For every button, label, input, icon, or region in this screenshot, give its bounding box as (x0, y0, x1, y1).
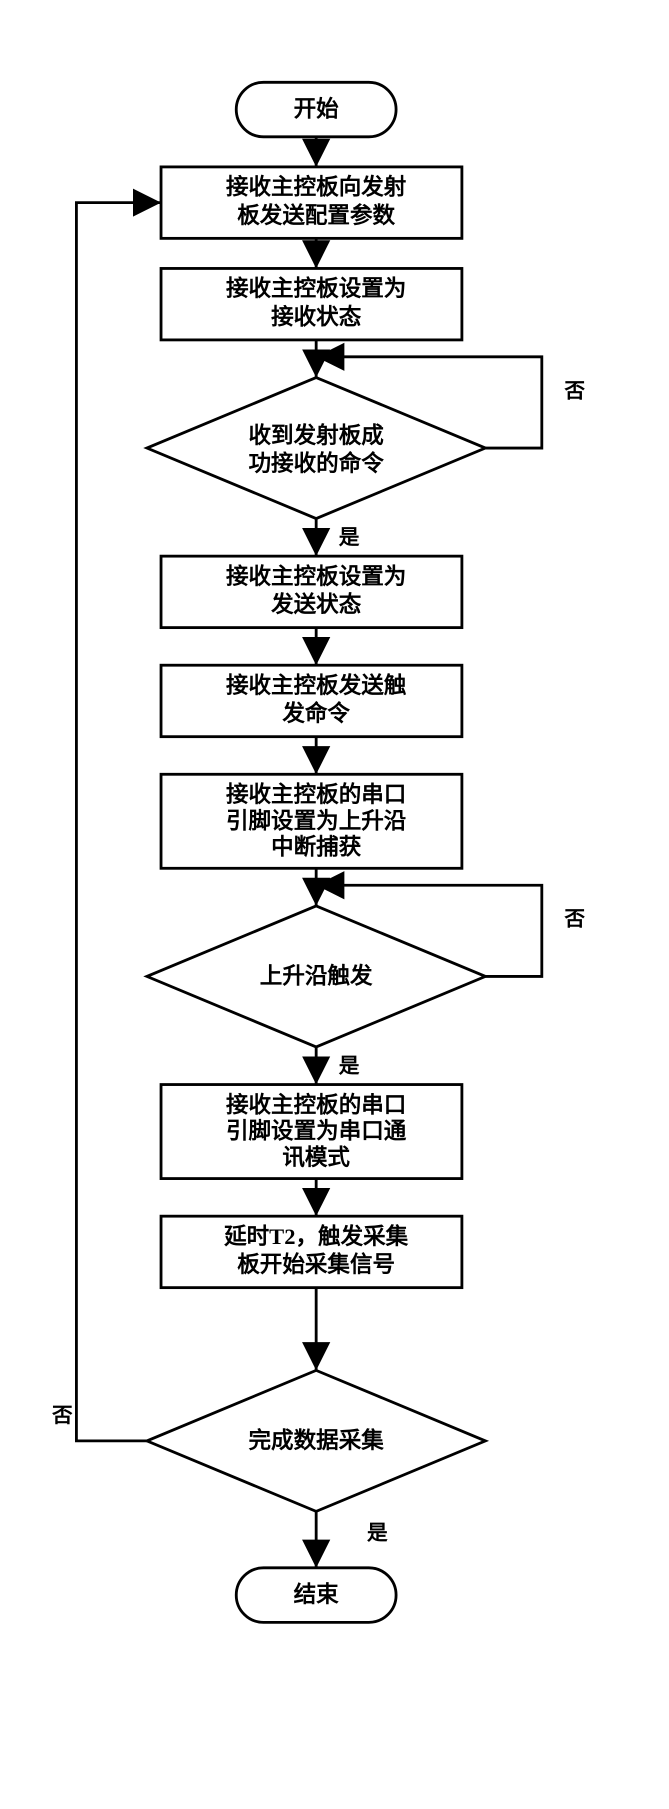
node-n2: 接收主控板设置为 接收状态 (161, 268, 462, 339)
label-d3-yes: 是 (367, 1522, 388, 1545)
flowchart-canvas: 开始 接收主控板向发射 板发送配置参数 接收主控板设置为 接收状态 收到发射板成… (20, 20, 649, 1789)
svg-text:功接收的命令: 功接收的命令 (249, 450, 385, 476)
svg-text:发命令: 发命令 (281, 700, 350, 726)
node-n5: 接收主控板的串口 引脚设置为上升沿 中断捕获 (161, 774, 462, 868)
node-end: 结束 (236, 1568, 396, 1623)
svg-text:接收状态: 接收状态 (271, 303, 362, 329)
label-d2-yes: 是 (339, 1054, 360, 1077)
node-d3: 完成数据采集 (147, 1370, 485, 1511)
node-n6: 接收主控板的串口 引脚设置为串口通 讯模式 (161, 1085, 462, 1179)
node-d1: 收到发射板成 功接收的命令 (147, 378, 485, 519)
label-d2-no: 否 (563, 909, 585, 931)
svg-text:收到发射板成: 收到发射板成 (249, 422, 385, 448)
node-n3: 接收主控板设置为 发送状态 (161, 556, 462, 627)
svg-text:中断捕获: 中断捕获 (271, 834, 362, 860)
svg-text:板发送配置参数: 板发送配置参数 (237, 202, 395, 228)
node-n1: 接收主控板向发射 板发送配置参数 (161, 167, 462, 238)
svg-text:接收主控板设置为: 接收主控板设置为 (226, 563, 406, 589)
svg-text:上升沿触发: 上升沿触发 (260, 962, 373, 988)
svg-text:完成数据采集: 完成数据采集 (249, 1427, 385, 1453)
node-d2: 上升沿触发 (147, 906, 485, 1047)
svg-text:板开始采集信号: 板开始采集信号 (237, 1251, 395, 1277)
svg-text:引脚设置为上升沿: 引脚设置为上升沿 (226, 808, 406, 833)
svg-text:延时T2，触发采集: 延时T2，触发采集 (223, 1223, 409, 1249)
label-d1-no: 否 (563, 380, 585, 402)
node-n4: 接收主控板发送触 发命令 (161, 665, 462, 736)
node-start: 开始 (236, 82, 396, 137)
node-n7: 延时T2，触发采集 板开始采集信号 (161, 1216, 462, 1287)
edge-d3-no (76, 203, 161, 1441)
node-start-text: 开始 (294, 96, 340, 122)
svg-text:接收主控板的串口: 接收主控板的串口 (226, 1091, 406, 1117)
label-d3-no: 否 (51, 1405, 73, 1427)
node-end-text: 结束 (294, 1582, 340, 1607)
svg-text:发送状态: 发送状态 (270, 591, 362, 617)
svg-text:接收主控板的串口: 接收主控板的串口 (226, 781, 406, 807)
svg-text:接收主控板设置为: 接收主控板设置为 (226, 275, 406, 301)
svg-text:讯模式: 讯模式 (282, 1145, 350, 1170)
svg-text:引脚设置为串口通: 引脚设置为串口通 (226, 1119, 407, 1144)
svg-text:接收主控板发送触: 接收主控板发送触 (226, 672, 407, 698)
label-d1-yes: 是 (339, 526, 360, 549)
svg-text:接收主控板向发射: 接收主控板向发射 (226, 174, 407, 200)
